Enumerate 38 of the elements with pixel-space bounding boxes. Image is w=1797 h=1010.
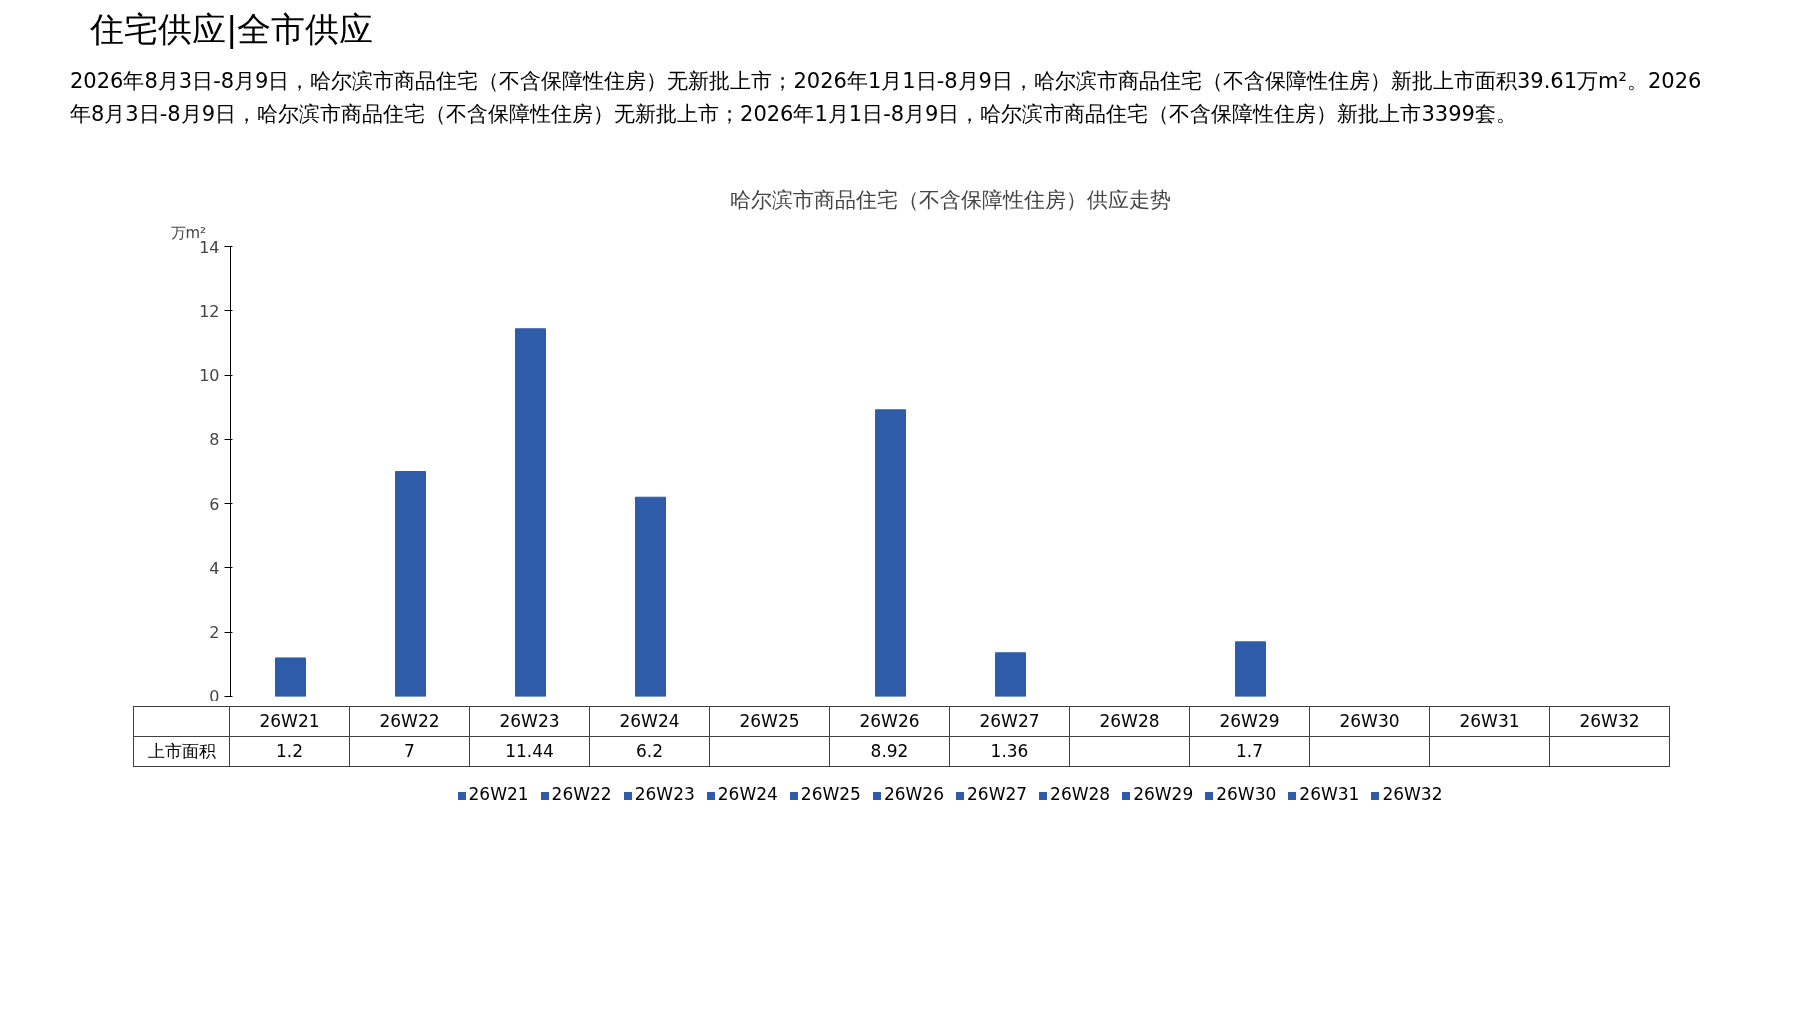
bar — [995, 652, 1026, 697]
data-label: 1.2 — [229, 736, 350, 767]
x-tick-label: 26W32 — [1549, 706, 1670, 737]
data-label: 7 — [349, 736, 470, 767]
y-tick-label: 0 — [209, 686, 220, 706]
bar — [275, 657, 306, 697]
x-tick-label: 26W31 — [1429, 706, 1550, 737]
text: 2026年8月3日-8月9日，哈尔滨市商品住宅（不含保障性住房）无新批上市；2026年1月1日-8月9日，哈尔滨市商品住宅（不含保障性住房）新批上市面积39.61万m²。2026年8月3日-8月9日，哈尔滨市商品住宅（不含保障性住房）无新批上市；2026年1月1日-8月9日，哈尔滨市商品住宅（不含保障性住房）新批上市3399套。 — [70, 68, 1703, 128]
data-label: 8.92 — [829, 736, 950, 767]
data-label: 11.44 — [469, 736, 590, 767]
x-tick-label: 26W27 — [949, 706, 1070, 737]
x-tick-label: 26W26 — [829, 706, 950, 737]
legend: 26W21 26W22 26W23 26W24 26W25 26W26 26W27 26W28 26W29 26W30 26W31 26W32 — [230, 782, 1670, 807]
text: 住宅供应|全市供应 — [90, 8, 374, 51]
x-tick-label: 26W29 — [1189, 706, 1310, 737]
y-tick-label: 12 — [199, 301, 220, 321]
data-label: 1.36 — [949, 736, 1070, 767]
y-tick-label: 10 — [199, 366, 220, 386]
bar — [635, 496, 666, 697]
x-tick-label: 26W30 — [1309, 706, 1430, 737]
x-tick-label: 26W21 — [229, 706, 350, 737]
bar — [515, 328, 546, 697]
data-table: 26W21 26W22 26W23 26W24 26W25 26W26 26W27 26W28 26W29 26W30 26W31 26W32 上市面积 1.2 7 11.44 6.2 8.92 1.36 1.7 — [133, 706, 1670, 767]
x-tick-label: 26W24 — [589, 706, 710, 737]
y-tick-label: 8 — [209, 430, 220, 450]
y-tick-label: 4 — [209, 558, 220, 578]
x-tick-label: 26W23 — [469, 706, 590, 737]
data-label: 1.7 — [1189, 736, 1310, 767]
x-tick-label: 26W25 — [709, 706, 830, 737]
data-label: 6.2 — [589, 736, 710, 767]
chart-title: 哈尔滨市商品住宅（不含保障性住房）供应走势 — [730, 187, 1171, 212]
y-tick-label: 6 — [209, 494, 220, 514]
y-tick-label: 2 — [209, 623, 220, 643]
x-tick-label: 26W22 — [349, 706, 470, 737]
x-tick-label: 26W28 — [1069, 706, 1190, 737]
bar — [1235, 641, 1266, 697]
bar — [875, 409, 906, 697]
bar — [395, 471, 426, 697]
